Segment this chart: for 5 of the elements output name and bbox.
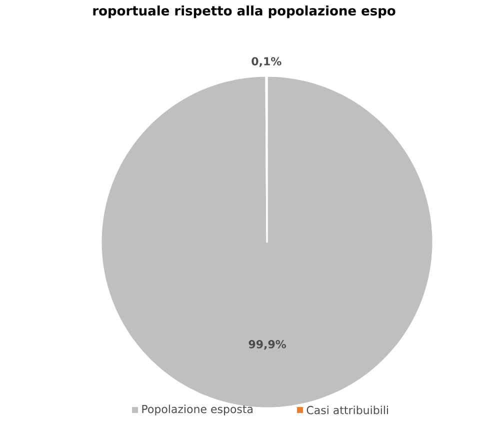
legend-label: Popolazione esposta bbox=[142, 404, 252, 416]
legend-label: Casi attribuibili bbox=[306, 406, 388, 414]
data-label: 0,1% bbox=[252, 57, 282, 67]
data-label: 99,9% bbox=[248, 340, 286, 350]
chart-title: roportuale rispetto alla popolazione espo bbox=[93, 6, 396, 18]
